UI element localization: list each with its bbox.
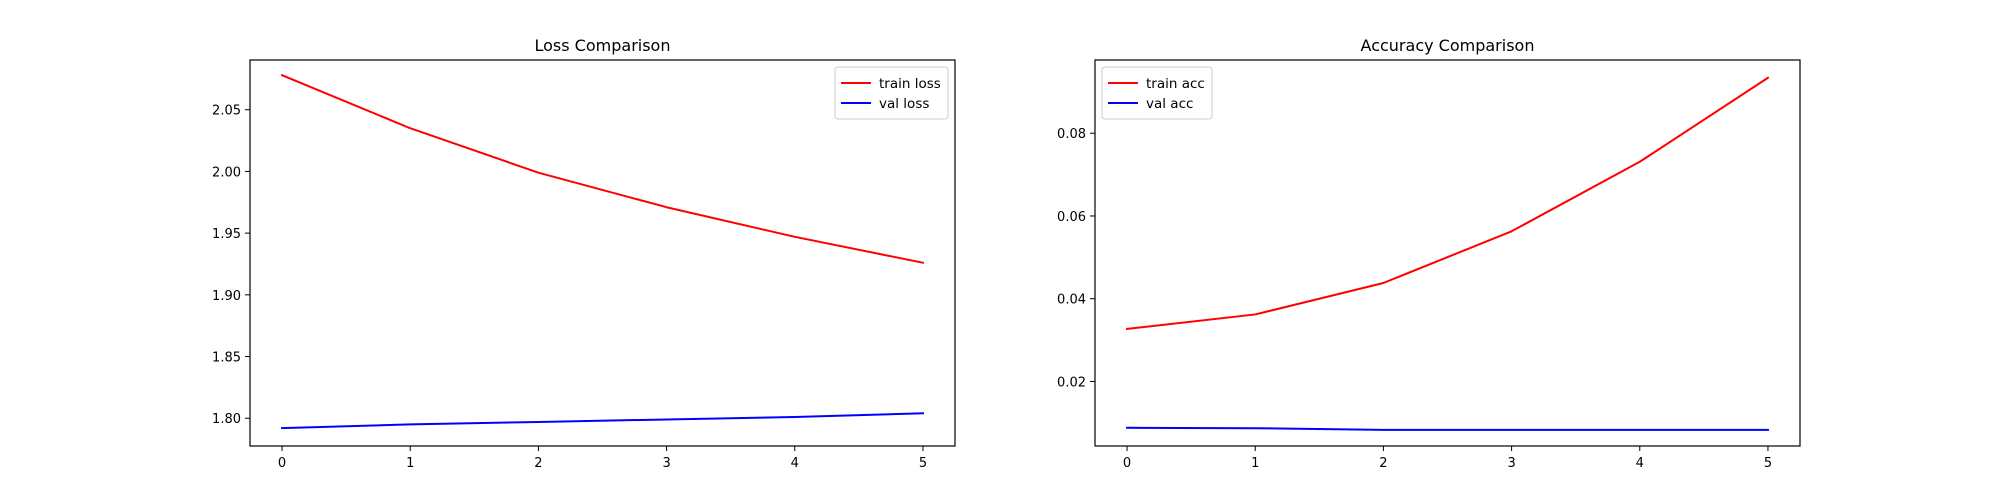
series-line-train-loss	[280, 73, 925, 264]
series-line-val-loss	[281, 412, 924, 430]
axes-frame	[249, 59, 956, 447]
y-tick-label: 1.85	[212, 351, 241, 366]
y-tick-label: 1.95	[212, 227, 241, 242]
x-tick-label: 1	[1251, 456, 1259, 471]
y-tick-label: 0.04	[1057, 293, 1086, 308]
x-tick-label: 2	[1379, 456, 1387, 471]
legend-label: val loss	[879, 96, 929, 112]
x-tick-label: 4	[1636, 456, 1644, 471]
chart-2: 0 1 2 3 4 5 0.02 0.04 0.06 0.08 Accuracy Compariso…	[1057, 36, 1801, 471]
y-tick-label: 0.02	[1057, 375, 1086, 390]
chart-title: Loss Comparison	[535, 36, 671, 55]
legend-label: train loss	[879, 76, 941, 92]
series-line-train-acc	[1125, 76, 1770, 331]
chart-title: Accuracy Comparison	[1361, 36, 1535, 55]
y-tick-label: 0.06	[1057, 210, 1086, 225]
x-tick-label: 4	[791, 456, 799, 471]
y-tick-label: 0.08	[1057, 127, 1086, 142]
x-tick-label: 5	[1764, 456, 1772, 471]
y-tick-label: 1.90	[212, 289, 241, 304]
series-line-val-acc	[1126, 426, 1769, 431]
x-tick-label: 1	[406, 456, 414, 471]
legend-label: val acc	[1146, 96, 1193, 112]
legend-box	[834, 66, 949, 120]
chart-1: 0 1 2 3 4 5 1.80 1.85 1.90 1.95 2.00 2.05 Loss Compa…	[212, 36, 956, 471]
x-tick-label: 3	[1507, 456, 1515, 471]
axes-frame	[1094, 59, 1801, 447]
y-tick-label: 1.80	[212, 412, 241, 427]
y-tick-label: 2.00	[212, 165, 241, 180]
x-tick-label: 2	[534, 456, 542, 471]
x-tick-label: 0	[1123, 456, 1131, 471]
x-tick-label: 5	[919, 456, 927, 471]
y-tick-label: 2.05	[212, 104, 241, 119]
x-tick-label: 3	[662, 456, 670, 471]
legend-label: train acc	[1146, 76, 1205, 92]
legend-box	[1101, 66, 1213, 120]
x-tick-label: 0	[278, 456, 286, 471]
